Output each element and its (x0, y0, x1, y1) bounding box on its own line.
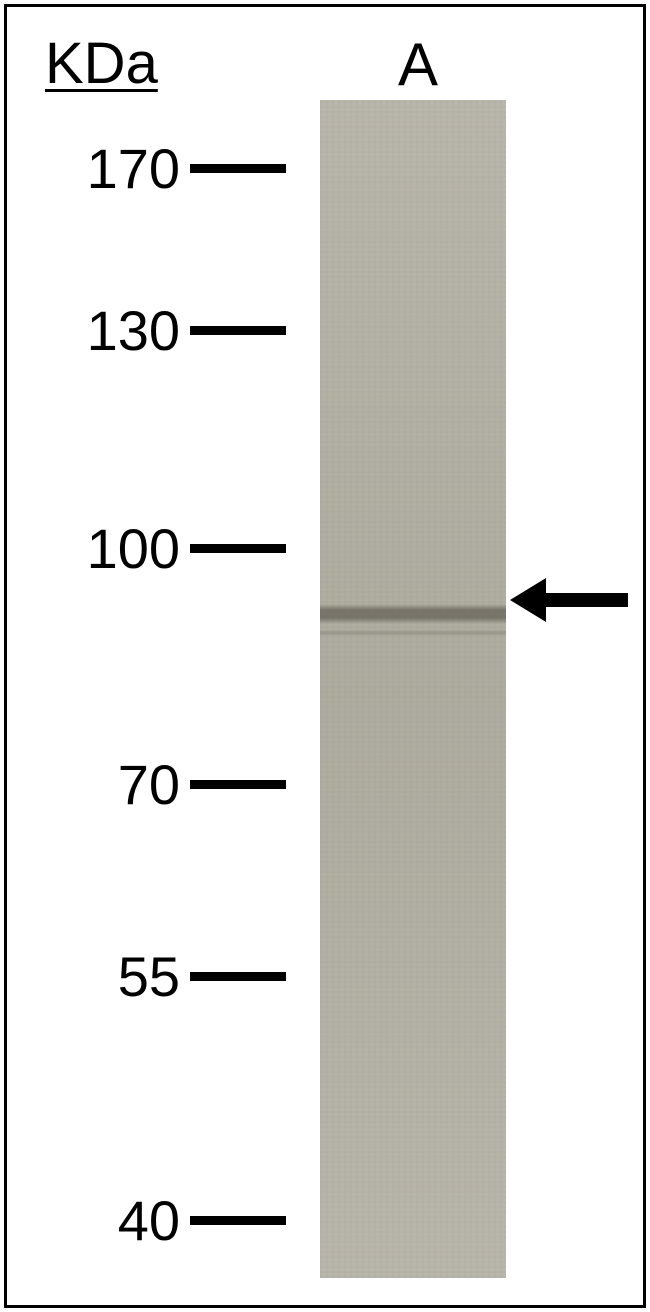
protein-band-0 (320, 604, 506, 624)
marker-tick-70 (190, 780, 286, 789)
marker-label-100: 100 (87, 516, 180, 581)
axis-unit-label: KDa (45, 30, 158, 97)
marker-tick-40 (190, 1216, 286, 1225)
marker-label-70: 70 (118, 752, 180, 817)
blot-lane-a (320, 100, 506, 1278)
band-indicator-arrow (510, 578, 628, 622)
arrow-head-icon (510, 578, 546, 622)
marker-label-55: 55 (118, 944, 180, 1009)
lane-a-label: A (398, 30, 438, 99)
marker-tick-55 (190, 972, 286, 981)
marker-tick-170 (190, 164, 286, 173)
marker-label-40: 40 (118, 1188, 180, 1253)
marker-tick-130 (190, 326, 286, 335)
marker-tick-100 (190, 544, 286, 553)
protein-band-1 (320, 630, 506, 636)
marker-label-130: 130 (87, 298, 180, 363)
arrow-shaft (546, 593, 628, 607)
marker-label-170: 170 (87, 136, 180, 201)
